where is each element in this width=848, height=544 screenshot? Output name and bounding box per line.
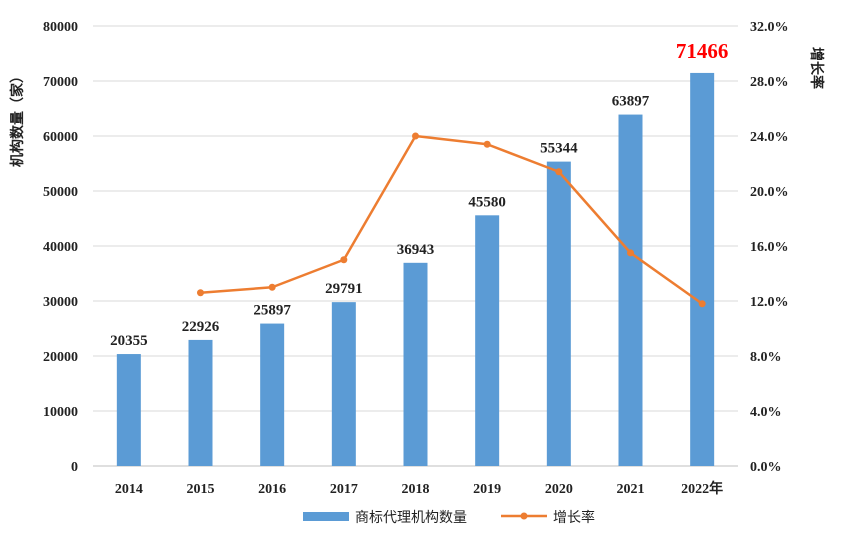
bar-value-label: 45580 (468, 194, 506, 210)
bar (618, 114, 643, 466)
legend: 商标代理机构数量 增长率 (303, 509, 595, 526)
y-tick-label: 50000 (43, 185, 78, 200)
bar (475, 215, 500, 466)
bar (116, 354, 141, 466)
y2-tick-label: 8.0% (750, 350, 782, 365)
line-point (698, 300, 706, 308)
y2-tick-label: 4.0% (750, 405, 782, 420)
bar-value-label: 63897 (612, 94, 650, 110)
x-tick-label: 2014 (115, 482, 143, 497)
y2-tick-label: 28.0% (750, 75, 789, 90)
line-point (412, 132, 419, 140)
y2-tick-label: 16.0% (750, 240, 789, 255)
y-axis-title: 机构数量（家） (9, 69, 26, 167)
legend-label-line: 增长率 (553, 509, 595, 526)
x-tick-label: 2016 (258, 482, 286, 497)
x-axis-ticks: 2014 2015 2016 2017 2018 2019 2020 2021 2022年 (115, 480, 723, 497)
x-tick-label: 2015 (187, 482, 215, 497)
y-tick-label: 20000 (43, 350, 78, 365)
line-series (197, 132, 706, 308)
bar (403, 262, 428, 466)
x-tick-label: 2017 (330, 482, 358, 497)
growth-rate-line (200, 134, 703, 305)
bar (260, 323, 285, 466)
y2-tick-label: 24.0% (750, 130, 789, 145)
y-tick-label: 60000 (43, 130, 78, 145)
y-tick-label: 0 (71, 460, 78, 475)
y2-tick-label: 20.0% (750, 185, 789, 200)
line-point (555, 168, 563, 176)
x-tick-label: 2019 (473, 482, 501, 497)
y2-tick-label: 32.0% (750, 20, 789, 35)
x-tick-label: 2021 (617, 482, 645, 497)
bar (690, 72, 715, 466)
y2-tick-label: 12.0% (750, 295, 789, 310)
line-point (483, 140, 491, 148)
x-tick-label: 2018 (402, 482, 430, 497)
y-tick-label: 30000 (43, 295, 78, 310)
bar-value-labels: 20355 22926 25897 29791 36943 45580 55344 63897… (110, 39, 728, 349)
bar-value-label: 22926 (182, 319, 220, 335)
legend-swatch-bar (303, 512, 349, 521)
y2-axis-title: 增长率 (808, 47, 825, 89)
bar-value-label: 25897 (253, 303, 291, 319)
y-tick-label: 80000 (43, 20, 78, 35)
bar-value-label: 55344 (540, 141, 578, 157)
line-point (627, 249, 634, 257)
bar (546, 161, 571, 466)
legend-swatch-marker (520, 512, 528, 520)
bar-value-label: 20355 (110, 333, 148, 349)
right-axis-ticks: 0.0% 4.0% 8.0% 12.0% 16.0% 20.0% 24.0% 28.0% 32.… (750, 20, 789, 475)
line-point (197, 289, 204, 297)
bar (188, 339, 213, 466)
bar-series (116, 72, 715, 466)
bar-value-label: 29791 (325, 281, 363, 297)
line-point (268, 283, 276, 291)
bar-value-label: 36943 (397, 242, 435, 258)
bar-value-label: 71466 (676, 39, 729, 63)
bar (331, 302, 356, 466)
x-tick-label: 2022年 (681, 480, 723, 497)
y2-tick-label: 0.0% (750, 460, 782, 475)
y-tick-label: 70000 (43, 75, 78, 90)
y-tick-label: 40000 (43, 240, 78, 255)
y-tick-label: 10000 (43, 405, 78, 420)
left-axis-ticks: 0 10000 20000 30000 40000 50000 60000 70000 8000… (43, 20, 78, 475)
legend-label-bar: 商标代理机构数量 (355, 510, 467, 526)
x-tick-label: 2020 (545, 482, 573, 497)
line-point (340, 256, 348, 264)
